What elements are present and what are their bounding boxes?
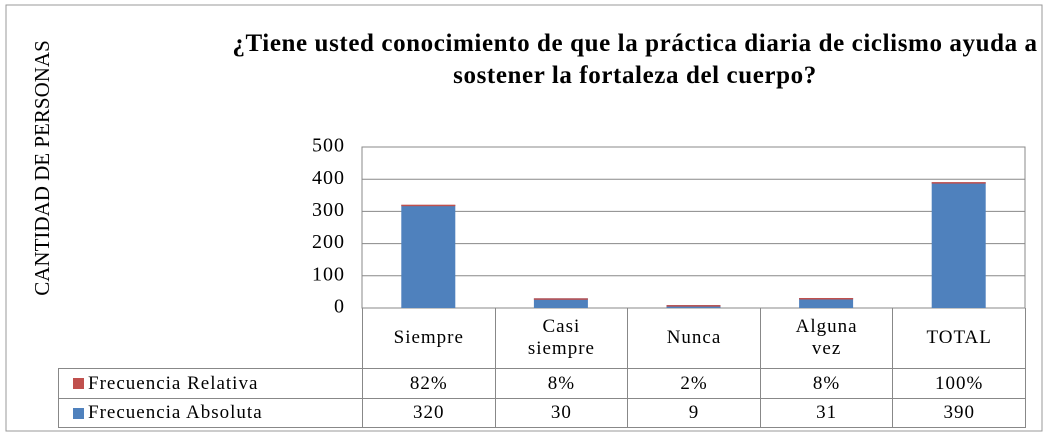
y-axis-label: CANTIDAD DE PERSONAS [30,40,54,296]
x-tick-label: Casi siempre [494,308,629,368]
data-label: 2% [627,368,761,398]
bar [666,305,721,307]
bar [401,204,456,207]
legend-label: Frecuencia Absoluta [88,402,263,423]
y-tick-label: 100 [312,263,345,285]
legend-label: Frecuencia Relativa [88,372,259,394]
frame [5,4,1043,432]
bar [931,182,986,308]
chart-title: ¿Tiene usted conocimiento de que la prác… [232,30,1038,89]
data-label: 31 [759,398,894,428]
data-label: 8% [494,368,629,398]
x-tick-label: Nunca [627,308,761,368]
y-tick-label: 300 [312,199,345,221]
data-label: 30 [494,398,629,428]
plot-border [361,146,1026,309]
legend-entry: Frecuencia Absoluta [58,398,363,428]
bar [533,298,588,300]
legend-swatch [73,407,84,419]
legend-swatch [73,378,84,389]
y-tick-label: 0 [334,296,345,318]
x-tick-label: TOTAL [892,308,1026,368]
data-label: 9 [627,398,761,428]
bar [799,298,854,308]
y-tick-label: 400 [312,167,345,189]
legend-entry: Frecuencia Relativa [58,368,363,398]
y-tick-label: 200 [312,231,345,253]
y-tick-label: 500 [312,135,345,157]
bar [931,182,986,184]
x-tick-label: Siempre [362,308,496,368]
bar [799,297,854,300]
data-label: 100% [892,368,1026,398]
data-label: 8% [759,368,894,398]
x-tick-label: Alguna vez [759,308,894,368]
data-label: 390 [892,398,1026,428]
bar [533,298,588,308]
data-label: 82% [362,368,496,398]
data-label: 320 [362,398,496,428]
bar [401,204,456,308]
